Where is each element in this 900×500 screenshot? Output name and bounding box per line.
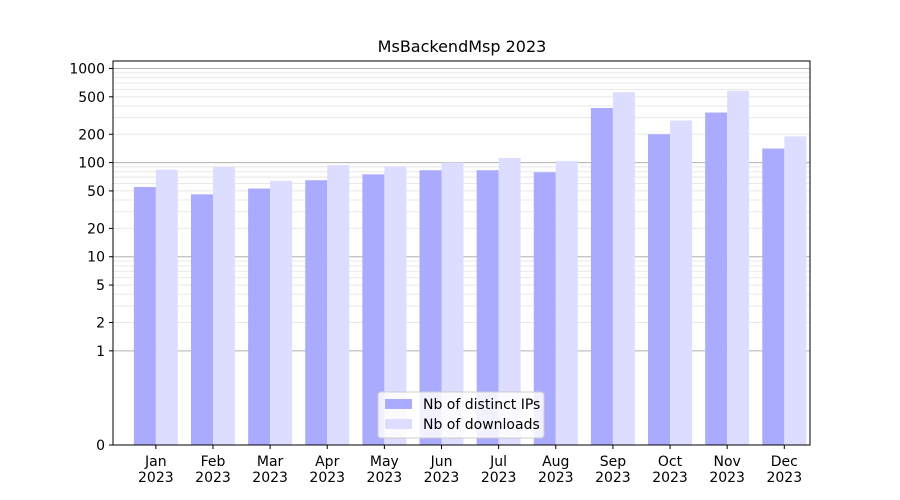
y-tick-label: 20	[87, 221, 105, 237]
y-tick-label: 100	[78, 156, 105, 172]
bar-distinct-ips	[762, 148, 785, 446]
legend: Nb of distinct IPs Nb of downloads	[377, 391, 545, 439]
bar-distinct-ips	[476, 170, 499, 445]
bar-downloads	[612, 92, 635, 445]
bar-distinct-ips	[190, 194, 213, 445]
bar-distinct-ips	[305, 180, 328, 445]
y-tick-label: 2	[96, 316, 105, 332]
bar-downloads	[327, 165, 350, 445]
bar-downloads	[784, 136, 807, 445]
bar-downloads	[384, 166, 407, 445]
bar-downloads	[155, 169, 178, 445]
bar-downloads	[441, 162, 464, 445]
bar-distinct-ips	[248, 188, 271, 446]
x-tick-label: Jan 2023	[138, 454, 174, 486]
bar-downloads	[270, 180, 293, 445]
legend-swatch	[385, 419, 412, 429]
y-tick-label: 50	[87, 184, 105, 200]
plot-frame	[112, 60, 811, 446]
bars	[133, 90, 807, 446]
legend-box	[377, 391, 545, 439]
y-tick-label: 500	[78, 90, 105, 106]
y-tick-label: 0	[96, 438, 105, 454]
bar-distinct-ips	[705, 112, 728, 445]
y-tick-label: 10	[87, 250, 105, 266]
x-tick-label: Apr 2023	[309, 454, 345, 486]
bar-distinct-ips	[590, 108, 613, 445]
y-tick-label: 1	[96, 344, 105, 360]
y-tick-label: 1000	[69, 61, 105, 77]
x-tick-label: Sep 2023	[595, 454, 631, 486]
x-tick-label: Dec 2023	[766, 454, 802, 486]
bar-downloads	[498, 157, 521, 446]
bar-distinct-ips	[419, 170, 442, 445]
x-axis: Jan 2023 Feb 2023 Mar 2023 Apr 2023 May 2023 Jun 20…	[138, 445, 802, 486]
x-tick-label: May 2023	[367, 454, 403, 486]
bar-distinct-ips	[133, 187, 156, 445]
y-axis: 0 1 2 5 10 20 50 100 200 500 1000	[69, 61, 113, 454]
x-tick-label: Nov 2023	[709, 454, 745, 486]
bar-downloads	[670, 120, 693, 446]
x-tick-label: Mar 2023	[252, 454, 288, 486]
x-tick-label: Jul 2023	[481, 454, 517, 486]
legend-label: Nb of downloads	[423, 417, 540, 433]
bar-downloads	[555, 160, 578, 445]
legend-swatch	[385, 399, 412, 409]
bar-distinct-ips	[362, 174, 385, 445]
x-tick-label: Aug 2023	[538, 454, 574, 486]
bar-distinct-ips	[648, 134, 671, 445]
bar-downloads	[212, 166, 235, 446]
bar-distinct-ips	[533, 172, 556, 445]
x-tick-label: Oct 2023	[652, 454, 688, 486]
legend-label: Nb of distinct IPs	[423, 397, 540, 413]
x-tick-label: Feb 2023	[195, 454, 231, 486]
bar-downloads	[727, 90, 750, 446]
x-tick-label: Jun 2023	[424, 454, 460, 486]
y-tick-label: 5	[96, 278, 105, 294]
y-tick-label: 200	[78, 127, 105, 143]
chart-title: MsBackendMsp 2023	[378, 37, 547, 56]
